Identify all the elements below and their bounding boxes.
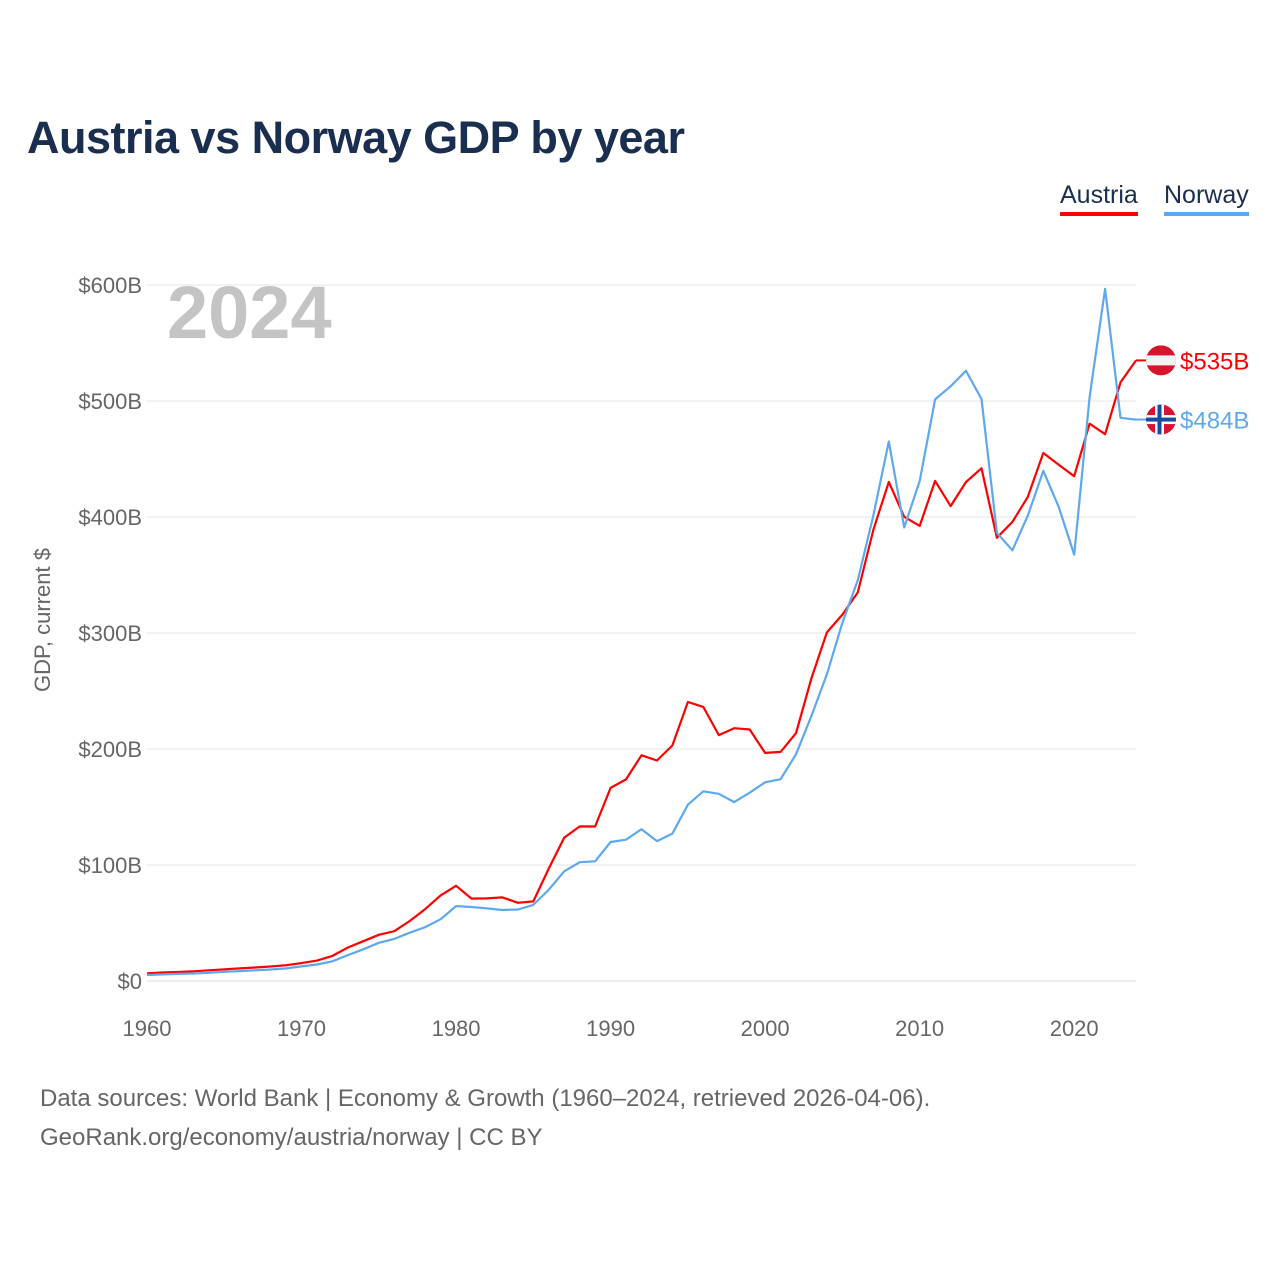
year-watermark: 2024 — [167, 271, 332, 354]
norway-flag-icon — [1146, 404, 1176, 435]
footer-sources: Data sources: World Bank | Economy & Gro… — [40, 1085, 931, 1112]
series-line-norway — [146, 287, 1137, 977]
footer-link[interactable]: GeoRank.org/economy/austria/norway | CC … — [40, 1124, 543, 1151]
y-tick-label: $300B — [78, 621, 142, 646]
y-tick-label: $400B — [78, 505, 142, 530]
chart-title: Austria vs Norway GDP by year — [27, 112, 685, 163]
x-tick-label: 2010 — [895, 1016, 944, 1041]
end-value-label-austria: $535B — [1180, 348, 1249, 375]
y-tick-label: $500B — [78, 389, 142, 414]
y-axis-label: GDP, current $ — [30, 548, 55, 692]
x-tick-label: 1970 — [277, 1016, 326, 1041]
y-tick-label: $100B — [78, 853, 142, 878]
x-tick-label: 1990 — [586, 1016, 635, 1041]
y-tick-label: $600B — [78, 273, 142, 298]
x-tick-label: 2000 — [741, 1016, 790, 1041]
legend-norway[interactable]: Norway — [1164, 181, 1249, 216]
series-line-austria — [146, 359, 1137, 975]
austria-flag-icon — [1146, 345, 1176, 376]
x-tick-label: 2020 — [1050, 1016, 1099, 1041]
legend-austria[interactable]: Austria — [1060, 181, 1138, 216]
y-tick-label: $0 — [118, 969, 142, 994]
x-tick-label: 1960 — [123, 1016, 172, 1041]
x-tick-label: 1980 — [432, 1016, 481, 1041]
y-tick-label: $200B — [78, 737, 142, 762]
end-value-label-norway: $484B — [1180, 408, 1249, 435]
